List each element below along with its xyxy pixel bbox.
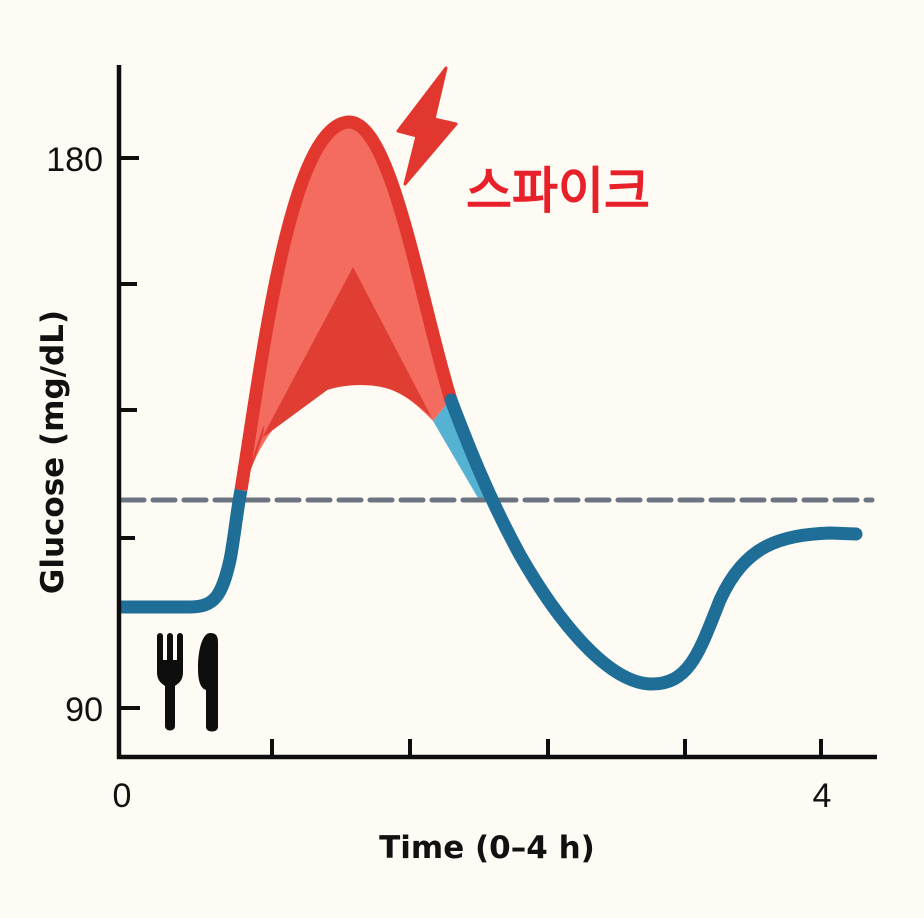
y-tick-label-90: 90: [65, 691, 103, 729]
spike-area-edge: [245, 388, 330, 486]
x-axis-title: Time (0–4 h): [379, 830, 595, 866]
y-ticks: [119, 156, 140, 710]
x-ticks: [270, 739, 823, 757]
x-tick-label-0: 0: [113, 777, 132, 815]
spike-area-dark: [262, 267, 432, 438]
y-tick-label-180: 180: [46, 141, 103, 179]
glucose-line-decline: [444, 393, 863, 691]
spike-label: 스파이크: [466, 162, 650, 220]
glucose-line-baseline: [120, 488, 248, 614]
x-tick-label-4: 4: [813, 777, 832, 815]
y-axis-title: Glucose (mg/dL): [35, 310, 71, 594]
glucose-line-spike: [234, 115, 458, 492]
lightning-bolt-icon: [396, 66, 458, 186]
fork-knife-icon: [157, 633, 218, 732]
